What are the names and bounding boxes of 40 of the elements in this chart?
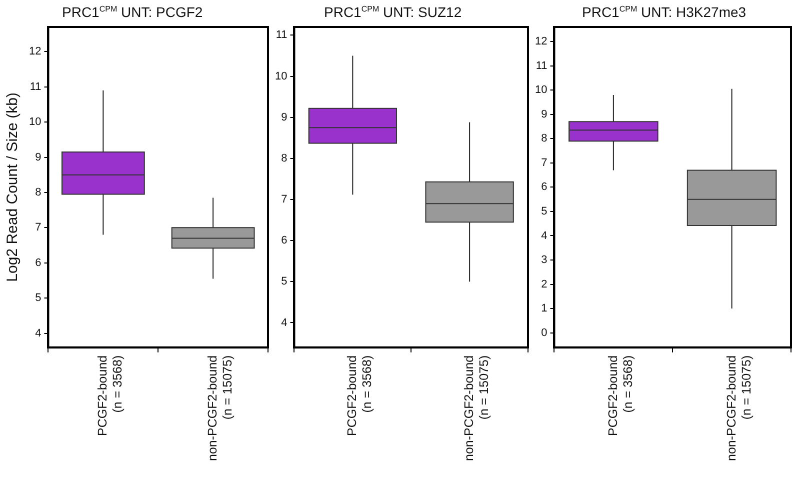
y-tick-label: 2 — [541, 278, 548, 290]
x-tick-label: non-PCGF2-bound (n = 15075) — [724, 355, 754, 462]
y-tick-label: 9 — [35, 151, 42, 164]
y-tick-label: 12 — [28, 46, 42, 58]
y-tick-label: 7 — [541, 156, 548, 169]
y-tick-label: 3 — [541, 254, 548, 266]
x-tick-label: non-PCGF2-bound (n = 15075) — [462, 355, 492, 462]
y-tick-label: 8 — [541, 132, 548, 145]
y-tick-label: 9 — [541, 108, 548, 120]
y-tick-label: 9 — [281, 111, 288, 124]
y-tick-label: 8 — [281, 152, 288, 164]
y-tick-label: 10 — [534, 84, 548, 96]
y-tick-label: 11 — [30, 80, 42, 93]
y-tick-label: 4 — [281, 316, 288, 329]
x-tick-label: PCGF2-bound (n = 3568) — [345, 355, 374, 436]
x-tick-label: PCGF2-bound (n = 3568) — [606, 355, 635, 436]
x-tick-label: PCGF2-bound (n = 3568) — [96, 355, 125, 436]
y-tick-label: 10 — [274, 70, 288, 82]
chart-title: PRC1$^{CPM}$ UNT: H3K27me3 — [581, 4, 748, 20]
y-tick-label: 5 — [281, 276, 288, 288]
y-tick-label: 6 — [35, 256, 42, 269]
y-tick-label: 10 — [28, 116, 42, 128]
chart-title: PRC1$^{CPM}$ UNT: SUZ12 — [323, 4, 463, 20]
y-tick-label: 11 — [276, 29, 288, 42]
y-tick-label: 7 — [281, 194, 288, 206]
y-tick-label: 0 — [541, 326, 548, 339]
y-tick-label: 11 — [536, 60, 548, 72]
chart-title: PRC1$^{CPM}$ UNT: PCGF2 — [61, 4, 204, 20]
y-tick-label: 1 — [541, 302, 548, 315]
y-tick-label: 5 — [35, 292, 42, 304]
y-tick-label: 12 — [534, 36, 548, 48]
y-tick-label: 8 — [35, 186, 42, 199]
y-tick-label: 4 — [541, 230, 548, 242]
y-tick-label: 4 — [35, 327, 42, 340]
y-tick-label: 7 — [35, 222, 42, 234]
y-tick-label: 5 — [541, 205, 548, 218]
y-tick-label: 6 — [541, 181, 548, 194]
y-tick-label: 6 — [281, 234, 288, 247]
y-axis-title: Log2 Read Count / Size (kb) — [4, 92, 22, 282]
x-tick-label: non-PCGF2-bound (n = 15075) — [206, 355, 235, 462]
